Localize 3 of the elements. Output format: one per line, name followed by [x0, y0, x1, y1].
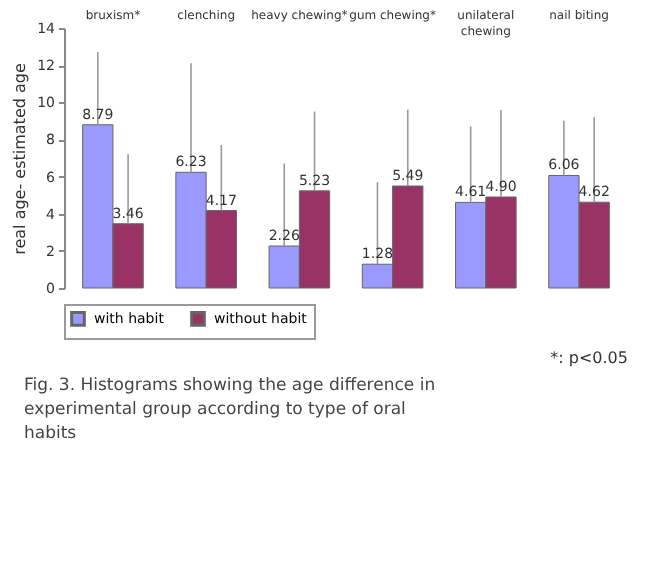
caption: Fig. 3. Histograms showing the age difference in experimental group according to type of oral habits [24, 376, 436, 444]
text: *: p<0.05 [550, 349, 628, 367]
y-axis-title: real age- estimated age [11, 63, 30, 255]
